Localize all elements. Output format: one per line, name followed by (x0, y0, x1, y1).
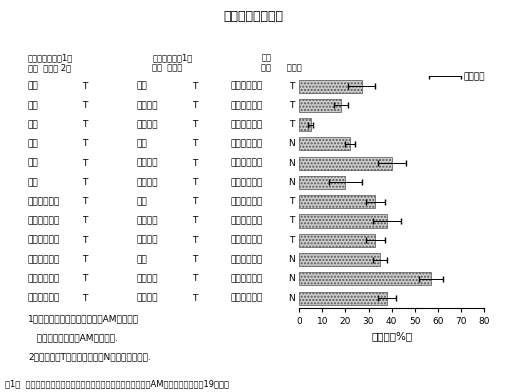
Text: ソバ: ソバ (28, 159, 39, 168)
Text: ソバ: ソバ (28, 82, 39, 91)
Bar (299, 195, 376, 208)
Text: ソバ: ソバ (28, 140, 39, 149)
Text: T: T (289, 236, 294, 245)
Text: ソバ、キカラシ：AM菌非宿主.: ソバ、キカラシ：AM菌非宿主. (28, 334, 118, 343)
X-axis label: 感染率（%）: 感染率（%） (371, 331, 412, 341)
Text: 休閑: 休閑 (137, 82, 148, 91)
Text: T: T (289, 197, 294, 206)
Text: T: T (289, 216, 294, 225)
Bar (299, 137, 350, 151)
Text: トウモロコシ: トウモロコシ (28, 236, 60, 245)
Text: N: N (288, 294, 295, 303)
Bar (299, 176, 345, 189)
Text: 1）トウモロコシ、エンバク：AM菌宿主、: 1）トウモロコシ、エンバク：AM菌宿主、 (28, 315, 139, 324)
Text: トウモロコシ: トウモロコシ (231, 140, 263, 149)
Text: キカラシ: キカラシ (137, 236, 158, 245)
Text: トウモロコシ: トウモロコシ (231, 294, 263, 303)
Text: T: T (83, 159, 88, 168)
Text: T: T (193, 274, 198, 283)
Text: T: T (193, 236, 198, 245)
Text: T: T (83, 294, 88, 303)
Text: トウモロコシ: トウモロコシ (231, 159, 263, 168)
Text: T: T (289, 120, 294, 129)
Text: T: T (193, 197, 198, 206)
Text: T: T (193, 120, 198, 129)
Text: T: T (193, 178, 198, 187)
Bar (299, 99, 341, 112)
Text: トウモロコシ: トウモロコシ (231, 255, 263, 264)
Text: T: T (193, 140, 198, 149)
Text: T: T (193, 82, 198, 91)
Text: 後作: 後作 (261, 53, 271, 62)
Text: 休閑: 休閑 (137, 197, 148, 206)
Text: N: N (288, 178, 295, 187)
Text: T: T (193, 216, 198, 225)
Text: N: N (288, 140, 295, 149)
Text: キカラシ: キカラシ (137, 294, 158, 303)
Text: 図1．  異なる作付体系と耕起法における後作トウモロコシへのAM菌感染率（播種後19日目）: 図1． 異なる作付体系と耕起法における後作トウモロコシへのAM菌感染率（播種後1… (5, 379, 229, 388)
Text: トウモロコシ: トウモロコシ (28, 216, 60, 225)
Text: トウモロコシ: トウモロコシ (28, 274, 60, 283)
Text: トウモロコシ: トウモロコシ (231, 178, 263, 187)
Text: T: T (83, 101, 88, 110)
Bar (299, 118, 311, 131)
Text: N: N (288, 159, 295, 168)
Text: トウモロコシ: トウモロコシ (231, 197, 263, 206)
Text: T: T (193, 101, 198, 110)
Text: ソバ: ソバ (28, 101, 39, 110)
Text: T: T (83, 178, 88, 187)
Bar (299, 253, 380, 266)
Text: 前作（冬作）1）: 前作（冬作）1） (152, 53, 192, 62)
Text: 2）耕起法はT：ロータリ耕、N：不耕起を示す.: 2）耕起法はT：ロータリ耕、N：不耕起を示す. (28, 352, 151, 361)
Text: 前々作（夏作）1）: 前々作（夏作）1） (28, 53, 73, 62)
Text: エンバク: エンバク (137, 274, 158, 283)
Text: T: T (83, 82, 88, 91)
Text: トウモロコシ: トウモロコシ (231, 101, 263, 110)
Text: トウモロコシ: トウモロコシ (231, 236, 263, 245)
Text: T: T (289, 82, 294, 91)
Text: ソバ: ソバ (28, 178, 39, 187)
Text: トウモロコシ: トウモロコシ (28, 294, 60, 303)
Text: トウモロコシ: トウモロコシ (28, 197, 60, 206)
Bar (299, 157, 392, 170)
Text: キカラシ: キカラシ (137, 120, 158, 129)
Text: トウモロコシ: トウモロコシ (28, 255, 60, 264)
Text: T: T (193, 294, 198, 303)
Text: 休閑: 休閑 (137, 140, 148, 149)
Text: トウモロコシ: トウモロコシ (231, 216, 263, 225)
Bar (299, 272, 431, 285)
Text: トウモロコシ: トウモロコシ (231, 120, 263, 129)
Bar (299, 214, 387, 227)
Text: T: T (83, 236, 88, 245)
Text: T: T (83, 255, 88, 264)
Text: T: T (83, 140, 88, 149)
Bar (299, 234, 376, 247)
Text: T: T (193, 255, 198, 264)
Text: N: N (288, 274, 295, 283)
Text: トウモロコシ: トウモロコシ (231, 82, 263, 91)
Text: T: T (289, 101, 294, 110)
Text: T: T (83, 216, 88, 225)
Text: 休閑: 休閑 (137, 255, 148, 264)
Text: 作付体系と耕起法: 作付体系と耕起法 (224, 10, 283, 23)
Text: T: T (83, 120, 88, 129)
Text: T: T (83, 197, 88, 206)
Text: トウモロコシ: トウモロコシ (231, 274, 263, 283)
Text: 標準誤差: 標準誤差 (463, 72, 485, 81)
Text: エンバク: エンバク (137, 159, 158, 168)
Text: 作物      耕起法: 作物 耕起法 (261, 64, 302, 73)
Text: 作物  耕起法 2）: 作物 耕起法 2） (28, 64, 71, 73)
Text: 作物  耕起法: 作物 耕起法 (152, 64, 183, 73)
Text: T: T (83, 274, 88, 283)
Text: エンバク: エンバク (137, 216, 158, 225)
Text: T: T (193, 159, 198, 168)
Bar (299, 292, 387, 305)
Text: N: N (288, 255, 295, 264)
Text: エンバク: エンバク (137, 101, 158, 110)
Text: キカラシ: キカラシ (137, 178, 158, 187)
Text: ソバ: ソバ (28, 120, 39, 129)
Bar (299, 80, 361, 93)
